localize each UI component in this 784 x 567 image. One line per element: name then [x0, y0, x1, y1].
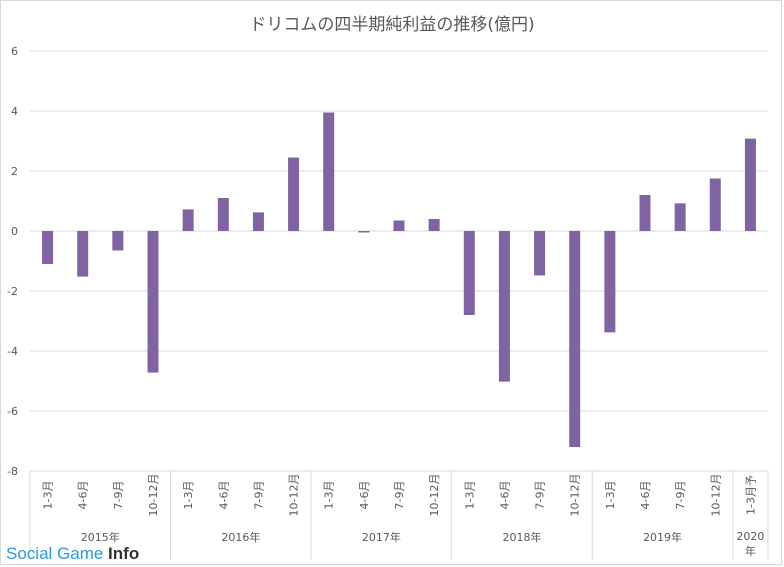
y-tick-label: 6: [11, 45, 18, 58]
x-tick-label: 4-6月: [358, 481, 371, 510]
x-tick-label: 4-6月: [77, 481, 90, 510]
group-label: 2018年: [503, 530, 542, 544]
x-tick-label: 10-12月: [288, 474, 301, 517]
x-tick-label: 7-9月: [393, 481, 406, 510]
chart-title: ドリコムの四半期純利益の推移(億円): [249, 15, 535, 35]
bar: [463, 231, 475, 315]
x-tick-label: 7-9月: [534, 481, 547, 510]
group-label: 2015年: [81, 530, 120, 544]
y-tick-label: -2: [7, 285, 18, 298]
bar: [358, 231, 370, 233]
x-tick-label: 4-6月: [217, 481, 230, 510]
watermark-text-strong: Info: [108, 544, 140, 563]
group-label: 2020: [736, 530, 764, 543]
x-tick-label: 4-6月: [498, 481, 511, 510]
y-tick-label: -6: [7, 405, 18, 418]
bar: [534, 231, 546, 276]
bar: [674, 203, 686, 231]
bar: [77, 231, 89, 277]
bar: [147, 231, 159, 373]
bar: [498, 231, 510, 382]
x-tick-label: 1-3月: [182, 481, 195, 510]
x-tick-label: 4-6月: [639, 481, 652, 510]
x-tick-label: 10-12月: [709, 474, 722, 517]
y-tick-label: -4: [7, 345, 18, 358]
x-tick-label: 1-3月予: [744, 475, 757, 515]
x-tick-label: 1-3月: [323, 481, 336, 510]
bar: [709, 178, 721, 231]
bar: [428, 219, 440, 231]
x-tick-label: 7-9月: [674, 481, 687, 510]
bar: [217, 198, 229, 231]
x-tick-label: 1-3月: [463, 481, 476, 510]
watermark-text: Social Game: [6, 544, 109, 563]
bar: [744, 138, 756, 231]
bar: [288, 157, 300, 231]
x-tick-label: 1-3月: [42, 481, 55, 510]
bar: [182, 209, 194, 231]
group-label: 2017年: [362, 530, 401, 544]
bars: [42, 112, 756, 447]
bar: [393, 220, 405, 231]
y-tick-label: 4: [11, 105, 18, 118]
x-tick-label: 1-3月: [604, 481, 617, 510]
x-axis: 1-3月 4-6月 7-9月 10-12月 1-3月 4-6月 7-9月 10-12月 1-3月…: [29, 471, 769, 560]
x-tick-label: 7-9月: [112, 481, 125, 510]
x-tick-label: 10-12月: [569, 474, 582, 517]
y-tick-label: 2: [11, 165, 18, 178]
group-label: 2019年: [643, 530, 682, 544]
bar: [42, 231, 54, 264]
group-label: 2016年: [221, 530, 260, 544]
bar: [639, 195, 651, 231]
group-label-suffix: 年: [745, 544, 756, 558]
bar: [252, 212, 264, 231]
bar: [604, 231, 616, 333]
x-tick-label: 10-12月: [428, 474, 441, 517]
x-tick-label: 10-12月: [147, 474, 160, 517]
watermark-logo: Social Game Info: [6, 544, 139, 564]
gridlines: [30, 50, 768, 472]
x-tick-label: 7-9月: [252, 481, 265, 510]
y-axis-ticks: 6 4 2 0 -2 -4 -6 -8: [7, 45, 18, 478]
y-tick-label: 0: [11, 225, 18, 238]
bar: [112, 231, 124, 251]
y-tick-label: -8: [7, 465, 18, 478]
bar: [569, 231, 581, 447]
bar: [323, 112, 335, 231]
